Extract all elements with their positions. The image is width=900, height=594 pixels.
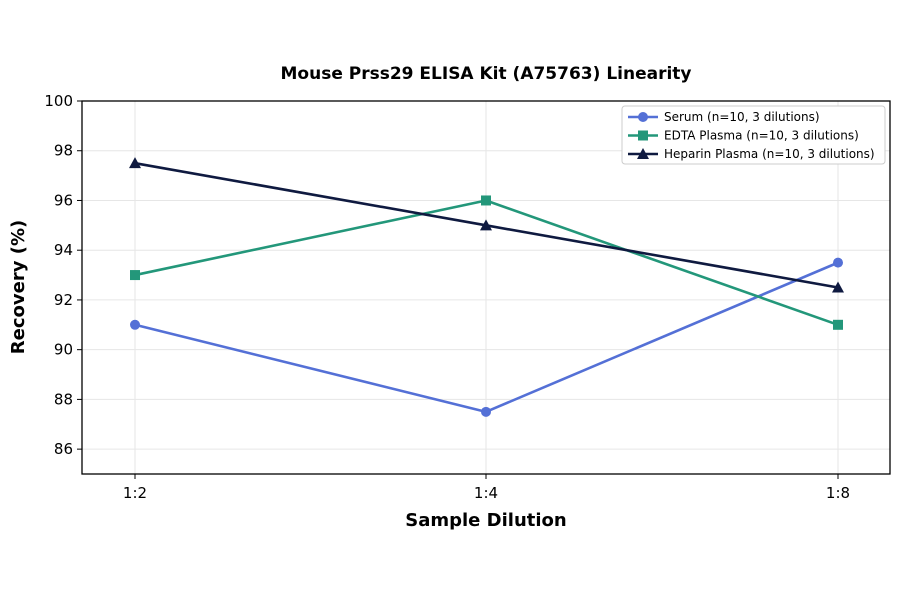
legend-marker [638,130,648,141]
legend-marker [637,148,649,159]
data-point [130,270,140,281]
legend-box [621,105,886,165]
legend-label: Heparin Plasma (n=10, 3 dilutions) [664,147,875,161]
series-3 [129,157,844,293]
series-2 [130,195,843,330]
data-point [833,319,843,330]
x-axis-label: Sample Dilution [405,510,566,531]
legend-label: Serum (n=10, 3 dilutions) [664,110,820,124]
data-point [832,281,844,293]
data-point [130,319,140,330]
data-point [480,219,492,231]
legend-label: EDTA Plasma (n=10, 3 dilutions) [664,129,859,143]
y-tick-label: 88 [54,390,73,408]
y-axis-label: Recovery (%) [8,220,29,354]
y-tick-label: 92 [54,291,73,309]
data-point [481,195,491,206]
axis-ticks: 86 88 90 92 94 96 98 100 1:2 1:4 1:8 [44,92,850,502]
y-tick-label: 98 [54,142,73,160]
legend-item: Heparin Plasma (n=10, 3 dilutions) [628,147,875,161]
data-point [833,257,843,268]
y-tick-label: 94 [54,241,73,259]
chart-title: Mouse Prss29 ELISA Kit (A75763) Linearit… [281,64,692,84]
y-tick-label: 100 [44,92,73,110]
legend-item: Serum (n=10, 3 dilutions) [628,110,820,124]
legend-marker [638,112,648,122]
data-point [481,406,491,417]
y-tick-label: 86 [54,440,73,458]
x-tick-label: 1:4 [474,484,498,502]
legend-item: EDTA Plasma (n=10, 3 dilutions) [628,129,859,143]
series-layer [129,157,844,417]
x-tick-label: 1:8 [826,484,850,502]
series-1 [130,257,843,417]
legend: Serum (n=10, 3 dilutions) EDTA Plasma (n=… [621,105,886,165]
data-point [129,157,141,169]
y-tick-label: 90 [54,341,73,359]
x-tick-label: 1:2 [123,484,147,502]
y-tick-label: 96 [54,191,73,209]
